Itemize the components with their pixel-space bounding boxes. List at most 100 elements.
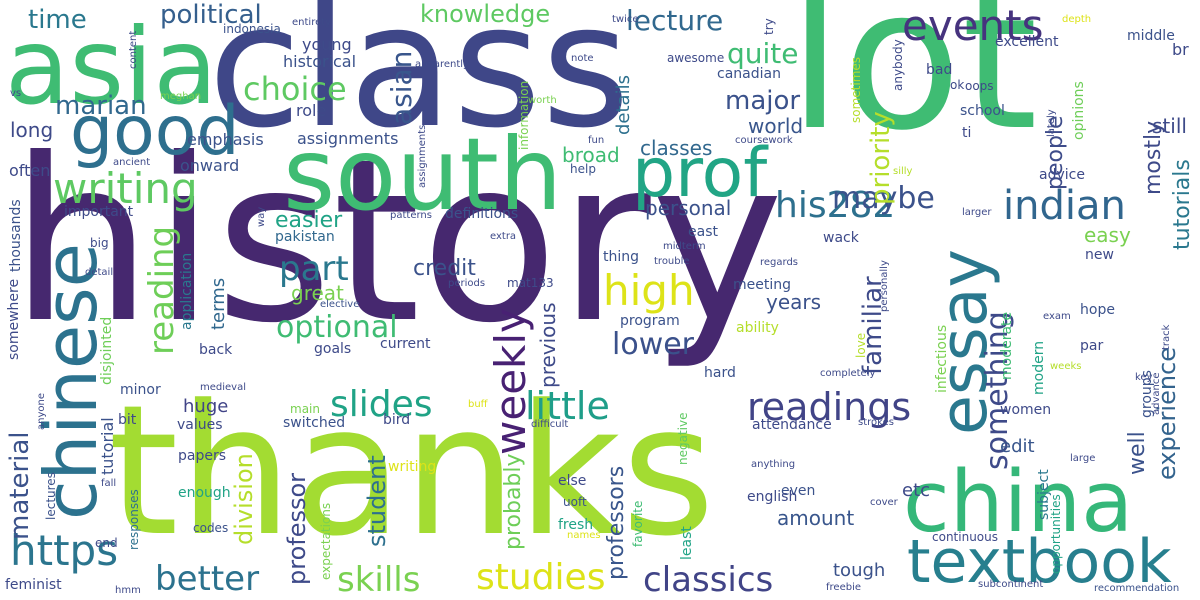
cloud-word: lectures: [44, 472, 58, 520]
cloud-word: personally: [879, 260, 890, 312]
cloud-word: elective: [320, 299, 360, 310]
cloud-word: meeting: [733, 277, 792, 293]
cloud-word: note: [571, 53, 594, 64]
cloud-word: advice: [1039, 167, 1085, 183]
cloud-word: history: [10, 111, 784, 373]
cloud-word: recommendation: [1094, 583, 1180, 594]
cloud-word: extra: [490, 231, 517, 242]
cloud-word: main: [290, 402, 320, 416]
cloud-word: continuous: [932, 530, 998, 544]
cloud-word: vs: [10, 88, 22, 99]
cloud-word: buff: [468, 399, 488, 410]
cloud-word: definitions: [445, 206, 519, 222]
cloud-word: completely: [820, 368, 876, 379]
cloud-word: assignments: [297, 129, 399, 148]
cloud-word: mat133: [507, 276, 554, 290]
cloud-word: part: [279, 249, 349, 289]
cloud-word: content: [128, 30, 139, 69]
cloud-word: larger: [962, 207, 992, 218]
cloud-word: little: [525, 384, 610, 428]
cloud-word: long: [10, 118, 54, 142]
cloud-word: world: [748, 114, 804, 138]
cloud-word: ability: [736, 320, 779, 336]
cloud-word: fall: [101, 478, 117, 489]
cloud-word: application: [179, 252, 195, 330]
cloud-word: midterm: [663, 241, 706, 252]
cloud-word: strokes: [858, 417, 894, 428]
cloud-word: anyone: [36, 393, 47, 430]
cloud-word: key: [1135, 372, 1153, 383]
cloud-word: information: [517, 80, 531, 150]
cloud-word: least: [679, 526, 695, 560]
cloud-word: priority: [866, 111, 896, 205]
cloud-word: else: [558, 473, 587, 489]
cloud-word: infectious: [934, 324, 950, 393]
cloud-word: political: [160, 0, 262, 30]
cloud-word: apparently: [415, 59, 469, 70]
cloud-word: difficult: [531, 419, 569, 430]
cloud-word: hmm: [115, 585, 141, 596]
cloud-word: excellent: [995, 34, 1059, 50]
cloud-word: professor: [283, 472, 311, 585]
cloud-word: oops: [965, 79, 994, 93]
cloud-word: often: [9, 161, 51, 180]
cloud-word: details: [613, 75, 634, 135]
cloud-word: hope: [1080, 302, 1115, 318]
cloud-word: track: [1161, 324, 1172, 350]
cloud-word: program: [620, 313, 680, 329]
cloud-word: ti: [962, 125, 972, 141]
cloud-word: asian: [385, 50, 418, 125]
cloud-word: anybody: [891, 39, 905, 91]
cloud-word: etc: [902, 480, 931, 501]
cloud-word: edit: [1000, 436, 1035, 457]
cloud-word: coursework: [735, 135, 793, 146]
cloud-word: writing: [53, 164, 198, 213]
cloud-word: fun: [588, 135, 605, 146]
cloud-word: his282: [775, 185, 896, 226]
cloud-word: detail: [85, 267, 114, 278]
cloud-word: sometimes: [849, 56, 863, 123]
cloud-word: terms: [208, 277, 229, 330]
cloud-word: love: [854, 332, 868, 358]
cloud-word: big: [90, 236, 109, 250]
cloud-word: asia: [5, 6, 218, 128]
cloud-word: china: [903, 453, 1134, 552]
cloud-word: women: [1000, 402, 1052, 418]
cloud-word: responses: [127, 489, 141, 550]
cloud-word: english: [747, 489, 798, 505]
cloud-word: time: [28, 5, 87, 35]
cloud-word: regards: [760, 257, 799, 268]
cloud-word: skills: [337, 560, 421, 600]
cloud-word: lower: [612, 327, 695, 362]
cloud-word: freebie: [826, 582, 861, 593]
cloud-word: professors: [604, 465, 629, 580]
cloud-word: bit: [118, 412, 137, 428]
cloud-word: opinions: [1071, 81, 1087, 140]
cloud-word: readings: [747, 385, 912, 429]
cloud-word: middle: [1127, 28, 1175, 44]
cloud-word: silly: [893, 166, 913, 177]
cloud-word: previous: [536, 302, 560, 388]
cloud-word: depth: [1062, 14, 1092, 25]
cloud-word: role: [296, 101, 327, 120]
cloud-word: ancient: [113, 157, 151, 168]
cloud-word: lot: [788, 0, 1038, 173]
cloud-word: onward: [180, 156, 240, 175]
cloud-word: advance: [1151, 372, 1162, 415]
cloud-word: textbook: [907, 527, 1172, 597]
cloud-word: worth: [528, 95, 557, 106]
cloud-word: canadian: [717, 66, 781, 82]
cloud-word: par: [1080, 338, 1104, 354]
cloud-word: try: [762, 18, 776, 35]
cloud-word: good: [70, 92, 240, 171]
cloud-word: lecture: [626, 4, 724, 37]
cloud-word: thanks: [108, 367, 716, 576]
cloud-word: easier: [275, 208, 343, 233]
cloud-word: tutorials: [1170, 159, 1195, 250]
cloud-word: writing: [388, 459, 437, 475]
cloud-word: emphasis: [187, 130, 264, 149]
cloud-word: uoft: [563, 495, 587, 509]
cloud-word: tutorial: [98, 417, 117, 475]
cloud-word: young: [302, 35, 352, 54]
